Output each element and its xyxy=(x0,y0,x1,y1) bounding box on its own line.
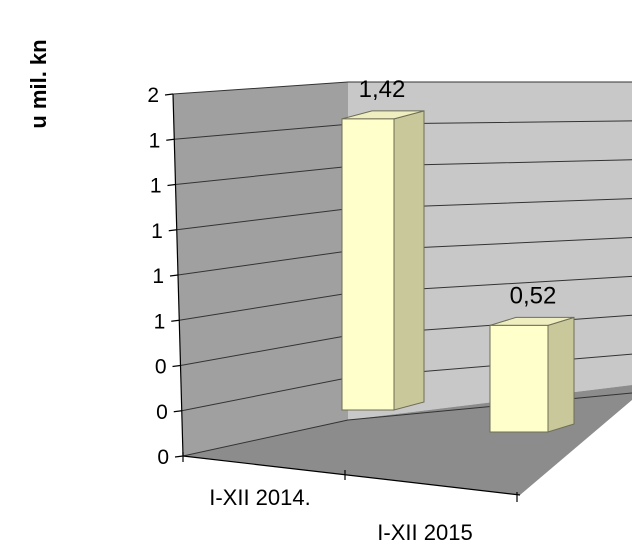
category-label: I-XII 2014. xyxy=(209,485,311,510)
category-label: I-XII 2015 xyxy=(377,520,472,545)
y-tick xyxy=(166,138,175,141)
data-label: 0,52 xyxy=(510,282,557,309)
bar xyxy=(489,316,575,433)
y-tick-label: 1 xyxy=(150,175,162,198)
y-tick xyxy=(167,183,176,187)
y-tick-label: 1 xyxy=(149,129,161,152)
y-tick-label: 1 xyxy=(152,265,164,288)
bar-side xyxy=(393,110,425,411)
y-tick-label: 0 xyxy=(156,401,168,424)
x-axis-line xyxy=(182,455,521,496)
bar-side xyxy=(547,316,575,433)
side-wall xyxy=(173,82,348,456)
y-tick-label: 1 xyxy=(154,310,166,333)
bars xyxy=(341,110,575,433)
gridline xyxy=(172,81,632,95)
y-tick-label: 2 xyxy=(147,84,159,107)
y-tick xyxy=(173,410,182,413)
y-tick-label: 0 xyxy=(157,446,169,469)
y-tick xyxy=(168,229,177,232)
y-axis-line xyxy=(172,93,184,457)
labels: 1,42 0,52 I-XII 2014. I-XII 2015 xyxy=(209,76,556,545)
y-tick xyxy=(174,455,184,458)
y-tick-label: 0 xyxy=(155,356,167,379)
axes: 0 0 0 1 1 1 1 1 2 xyxy=(147,84,521,502)
bar-front xyxy=(489,324,549,433)
data-label: 1,42 xyxy=(359,76,406,103)
y-tick xyxy=(169,274,179,277)
y-tick xyxy=(171,319,180,322)
bar-front xyxy=(341,118,395,411)
y-tick-label: 1 xyxy=(151,220,163,243)
bar xyxy=(341,110,425,411)
y-tick xyxy=(172,364,181,368)
y-tick xyxy=(164,93,174,96)
y-axis-label: u mil. kn xyxy=(26,39,51,128)
